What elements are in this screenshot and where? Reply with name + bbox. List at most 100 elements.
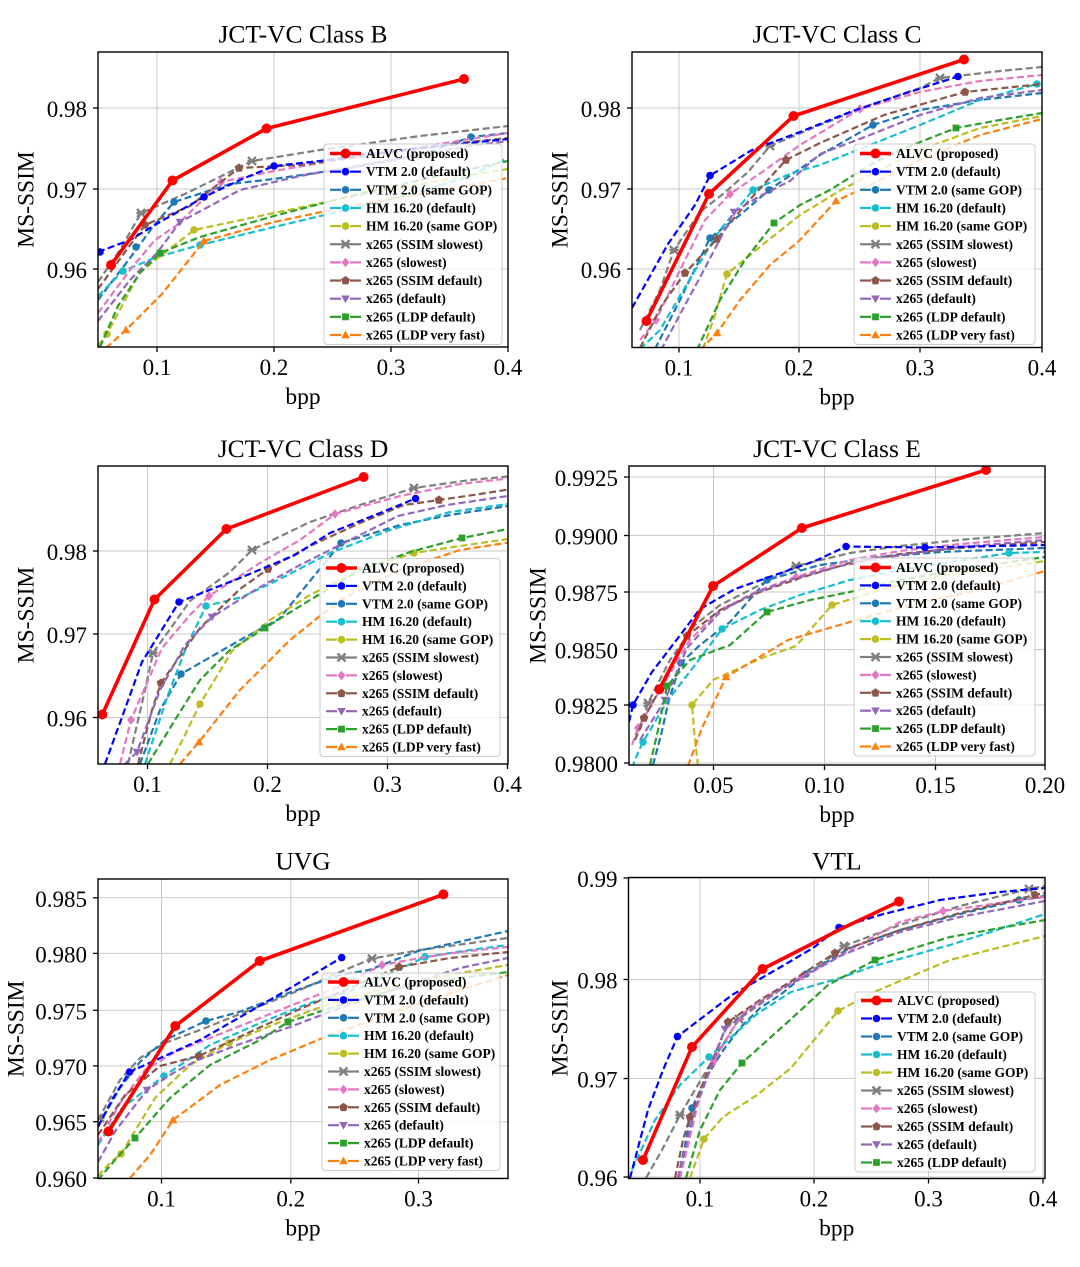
svg-text:0.96: 0.96 xyxy=(47,258,87,283)
svg-text:VTM 2.0 (same GOP): VTM 2.0 (same GOP) xyxy=(366,182,492,197)
svg-text:0.970: 0.970 xyxy=(35,1055,87,1080)
svg-text:x265 (default): x265 (default) xyxy=(366,291,446,306)
svg-text:x265 (SSIM default): x265 (SSIM default) xyxy=(364,1100,480,1115)
svg-text:ALVC (proposed): ALVC (proposed) xyxy=(896,146,998,161)
svg-text:0.96: 0.96 xyxy=(47,707,87,732)
svg-text:0.9850: 0.9850 xyxy=(555,639,618,664)
svg-text:MS-SSIM: MS-SSIM xyxy=(4,980,30,1077)
svg-text:VTM 2.0 (default): VTM 2.0 (default) xyxy=(897,1011,1002,1026)
svg-text:0.980: 0.980 xyxy=(35,942,87,967)
svg-text:0.2: 0.2 xyxy=(253,772,282,797)
svg-text:0.97: 0.97 xyxy=(47,623,87,648)
svg-text:x265 (slowest): x265 (slowest) xyxy=(362,668,443,683)
svg-text:x265 (default): x265 (default) xyxy=(897,1137,977,1152)
svg-text:0.3: 0.3 xyxy=(404,1187,433,1212)
svg-text:x265 (LDP default): x265 (LDP default) xyxy=(897,1155,1007,1170)
svg-text:UVG: UVG xyxy=(275,847,330,876)
svg-text:bpp: bpp xyxy=(285,384,320,410)
svg-text:0.960: 0.960 xyxy=(35,1167,87,1192)
svg-text:HM 16.20 (same GOP): HM 16.20 (same GOP) xyxy=(896,632,1027,647)
svg-text:x265 (LDP very fast): x265 (LDP very fast) xyxy=(896,328,1015,343)
svg-text:0.98: 0.98 xyxy=(577,969,617,994)
svg-text:x265 (LDP default): x265 (LDP default) xyxy=(366,309,476,324)
svg-text:0.97: 0.97 xyxy=(581,178,621,203)
svg-text:0.98: 0.98 xyxy=(581,97,621,122)
svg-text:bpp: bpp xyxy=(819,802,854,828)
svg-text:x265 (slowest): x265 (slowest) xyxy=(896,667,977,682)
svg-text:0.3: 0.3 xyxy=(906,356,935,381)
svg-text:0.97: 0.97 xyxy=(577,1068,617,1093)
svg-text:x265 (default): x265 (default) xyxy=(364,1118,444,1133)
svg-text:x265 (SSIM slowest): x265 (SSIM slowest) xyxy=(896,650,1013,665)
svg-text:bpp: bpp xyxy=(819,1216,854,1242)
svg-text:0.4: 0.4 xyxy=(493,772,522,797)
svg-text:VTM 2.0 (default): VTM 2.0 (default) xyxy=(364,992,469,1007)
svg-text:HM 16.20 (default): HM 16.20 (default) xyxy=(364,1028,474,1043)
svg-text:VTM 2.0 (same GOP): VTM 2.0 (same GOP) xyxy=(896,596,1022,611)
svg-text:HM 16.20 (default): HM 16.20 (default) xyxy=(366,200,476,215)
svg-text:0.975: 0.975 xyxy=(35,999,87,1024)
svg-text:x265 (SSIM slowest): x265 (SSIM slowest) xyxy=(366,237,483,252)
svg-text:0.97: 0.97 xyxy=(47,178,87,203)
svg-text:0.985: 0.985 xyxy=(35,887,87,912)
svg-text:0.15: 0.15 xyxy=(915,773,955,798)
svg-text:HM 16.20 (same GOP): HM 16.20 (same GOP) xyxy=(362,632,493,647)
svg-text:ALVC (proposed): ALVC (proposed) xyxy=(897,993,999,1008)
svg-text:x265 (SSIM slowest): x265 (SSIM slowest) xyxy=(364,1064,481,1079)
svg-text:x265 (SSIM default): x265 (SSIM default) xyxy=(897,1119,1013,1134)
svg-text:0.4: 0.4 xyxy=(1029,1187,1058,1212)
svg-text:JCT-VC Class D: JCT-VC Class D xyxy=(218,434,389,463)
svg-text:0.9900: 0.9900 xyxy=(555,525,618,550)
svg-text:0.20: 0.20 xyxy=(1025,773,1065,798)
svg-text:0.9925: 0.9925 xyxy=(555,466,618,491)
svg-text:ALVC (proposed): ALVC (proposed) xyxy=(366,146,468,161)
svg-text:MS-SSIM: MS-SSIM xyxy=(14,567,40,664)
svg-text:MS-SSIM: MS-SSIM xyxy=(548,151,574,248)
svg-text:x265 (LDP default): x265 (LDP default) xyxy=(896,309,1006,324)
svg-text:x265 (LDP default): x265 (LDP default) xyxy=(362,722,472,737)
svg-text:x265 (slowest): x265 (slowest) xyxy=(364,1082,445,1097)
svg-text:0.3: 0.3 xyxy=(373,772,402,797)
svg-text:x265 (SSIM slowest): x265 (SSIM slowest) xyxy=(896,237,1013,252)
svg-text:x265 (slowest): x265 (slowest) xyxy=(897,1101,978,1116)
svg-text:VTM 2.0 (default): VTM 2.0 (default) xyxy=(366,164,471,179)
svg-text:VTM 2.0 (same GOP): VTM 2.0 (same GOP) xyxy=(362,596,488,611)
svg-text:x265 (slowest): x265 (slowest) xyxy=(366,255,447,270)
svg-text:0.2: 0.2 xyxy=(276,1187,305,1212)
svg-text:VTM 2.0 (same GOP): VTM 2.0 (same GOP) xyxy=(897,1029,1023,1044)
svg-text:JCT-VC Class C: JCT-VC Class C xyxy=(752,20,921,49)
svg-text:x265 (SSIM default): x265 (SSIM default) xyxy=(362,686,478,701)
svg-text:0.9825: 0.9825 xyxy=(555,694,618,719)
svg-text:0.1: 0.1 xyxy=(143,355,172,380)
svg-text:JCT-VC Class E: JCT-VC Class E xyxy=(753,434,921,463)
svg-text:HM 16.20 (same GOP): HM 16.20 (same GOP) xyxy=(364,1046,495,1061)
svg-text:VTM 2.0 (default): VTM 2.0 (default) xyxy=(362,578,467,593)
svg-text:VTL: VTL xyxy=(812,847,862,876)
svg-text:x265 (SSIM default): x265 (SSIM default) xyxy=(366,273,482,288)
svg-text:VTM 2.0 (default): VTM 2.0 (default) xyxy=(896,164,1001,179)
svg-text:x265 (LDP very fast): x265 (LDP very fast) xyxy=(364,1154,483,1169)
svg-text:0.10: 0.10 xyxy=(804,773,844,798)
svg-text:0.4: 0.4 xyxy=(1028,356,1057,381)
svg-text:0.9875: 0.9875 xyxy=(555,581,618,606)
svg-text:0.1: 0.1 xyxy=(665,356,694,381)
svg-text:x265 (LDP default): x265 (LDP default) xyxy=(364,1136,474,1151)
svg-text:x265 (LDP default): x265 (LDP default) xyxy=(896,721,1006,736)
svg-text:x265 (SSIM default): x265 (SSIM default) xyxy=(896,685,1012,700)
svg-text:HM 16.20 (same GOP): HM 16.20 (same GOP) xyxy=(366,219,497,234)
svg-text:MS-SSIM: MS-SSIM xyxy=(526,567,552,664)
svg-text:0.2: 0.2 xyxy=(800,1187,829,1212)
svg-text:x265 (default): x265 (default) xyxy=(896,291,976,306)
svg-text:0.4: 0.4 xyxy=(494,355,523,380)
svg-text:0.3: 0.3 xyxy=(914,1187,943,1212)
svg-text:0.2: 0.2 xyxy=(260,355,289,380)
svg-text:HM 16.20 (same GOP): HM 16.20 (same GOP) xyxy=(896,219,1027,234)
svg-text:ALVC (proposed): ALVC (proposed) xyxy=(362,561,464,576)
svg-text:x265 (SSIM slowest): x265 (SSIM slowest) xyxy=(362,650,479,665)
svg-text:0.98: 0.98 xyxy=(47,97,87,122)
svg-text:x265 (default): x265 (default) xyxy=(896,703,976,718)
svg-text:JCT-VC Class B: JCT-VC Class B xyxy=(218,20,387,49)
svg-text:0.3: 0.3 xyxy=(377,355,406,380)
svg-text:0.05: 0.05 xyxy=(693,773,733,798)
svg-text:x265 (slowest): x265 (slowest) xyxy=(896,255,977,270)
